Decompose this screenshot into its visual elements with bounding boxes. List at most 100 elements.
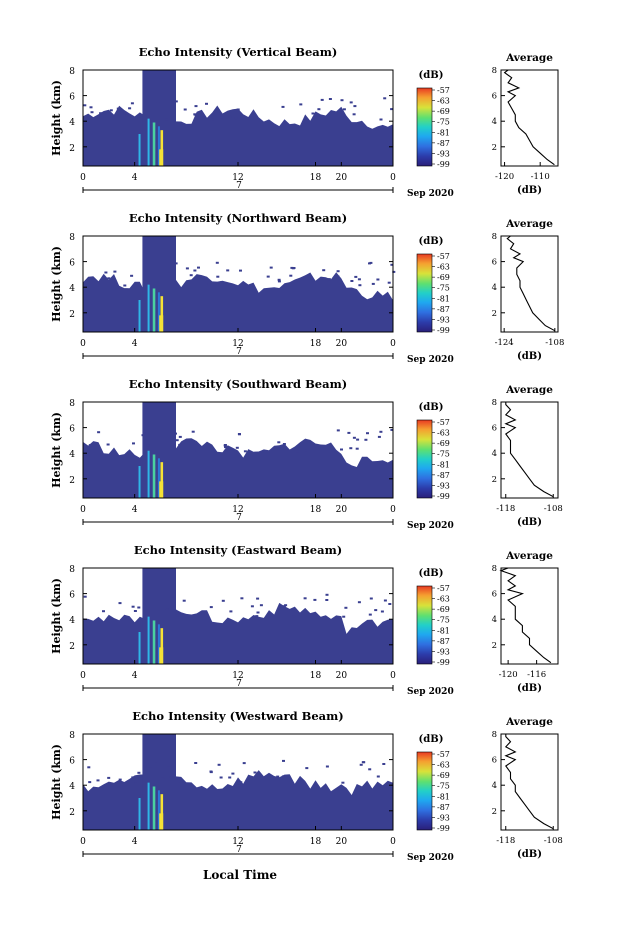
date-label: Sep 2020 [407, 189, 454, 199]
echo-speckle [83, 104, 87, 107]
y-tick-label: 6 [69, 93, 75, 103]
x-tick-label: 12 [232, 837, 243, 847]
echo-streak [160, 130, 164, 166]
echo-speckle [178, 613, 182, 616]
x-tick-label: 0 [390, 671, 396, 681]
x-tick-label: 0 [390, 505, 396, 515]
y-axis-label: Height (km) [50, 744, 63, 820]
echo-speckle [256, 597, 260, 600]
y-axis-label: Height (km) [50, 578, 63, 654]
colorbar-tick-label: -69 [437, 605, 450, 614]
x-tick-label: 4 [132, 837, 138, 847]
echo-speckle [209, 606, 213, 609]
echo-speckle [183, 108, 187, 111]
echo-speckle [277, 278, 281, 281]
colorbar-tick-label: -57 [437, 418, 450, 427]
avg-y-tick-label: 2 [492, 309, 497, 319]
colorbar-unit: (dB) [419, 70, 444, 81]
echo-speckle [390, 108, 394, 111]
echo-speckle [172, 595, 176, 598]
echo-speckle [88, 781, 92, 784]
echo-speckle [131, 776, 135, 779]
y-tick-label: 6 [69, 425, 75, 435]
echo-speckle [282, 605, 286, 608]
echo-speckle [379, 118, 383, 121]
panel-title: Echo Intensity (Northward Beam) [129, 211, 347, 225]
echo-speckle [236, 108, 240, 111]
avg-y-tick-label: 8 [492, 66, 497, 76]
avg-y-tick-label: 8 [492, 398, 497, 408]
avg-xlabel: (dB) [517, 683, 542, 694]
echo-speckle [143, 615, 147, 618]
echo-streak [160, 462, 164, 498]
echo-speckle [322, 269, 326, 272]
avg-profile-line [503, 69, 555, 166]
x-tick-label: 12 [232, 505, 243, 515]
echo-speckle [380, 610, 384, 613]
y-tick-label: 8 [69, 399, 75, 409]
echo-streak [147, 782, 150, 830]
echo-speckle [113, 270, 117, 273]
echo-streak [160, 794, 164, 830]
echo-speckle [276, 775, 280, 778]
y-tick-label: 8 [69, 67, 75, 77]
echo-speckle [299, 103, 303, 106]
colorbar-tick-label: -63 [437, 595, 450, 604]
colorbar-tick-label: -57 [437, 584, 450, 593]
echo-speckle [355, 447, 359, 450]
colorbar [416, 585, 433, 665]
echo-speckle [349, 447, 353, 450]
echo-speckle [234, 117, 238, 120]
colorbar [416, 253, 433, 333]
echo-speckle [325, 765, 329, 768]
echo-speckle [106, 443, 110, 446]
date-tick-label: 7 [236, 513, 242, 523]
echo-speckle [349, 101, 353, 104]
echo-speckle [217, 763, 221, 766]
echo-speckle [228, 115, 232, 118]
echo-speckle [137, 771, 141, 774]
colorbar-unit: (dB) [419, 402, 444, 413]
echo-core [159, 813, 164, 830]
echo-speckle [201, 613, 205, 616]
echo-speckle [340, 448, 343, 451]
avg-y-tick-label: 4 [492, 615, 497, 625]
echo-speckle [383, 599, 387, 602]
colorbar-tick-label: -69 [437, 771, 450, 780]
avg-x-tick-label: -108 [544, 504, 563, 514]
echo-speckle [168, 272, 171, 275]
avg-y-tick-label: 4 [492, 283, 497, 293]
echo-speckle [327, 278, 331, 281]
y-tick-label: 2 [69, 476, 75, 486]
panel-title: Echo Intensity (Southward Beam) [129, 377, 347, 391]
echo-streak [138, 300, 141, 332]
echo-speckle [215, 261, 219, 264]
y-tick-label: 4 [69, 284, 75, 294]
echo-speckle [178, 443, 182, 446]
echo-speckle [130, 274, 134, 277]
colorbar-tick-label: -87 [437, 637, 450, 646]
echo-speckle [368, 613, 372, 616]
y-axis-label: Height (km) [50, 80, 63, 156]
echo-speckle [336, 270, 340, 273]
y-tick-label: 4 [69, 616, 75, 626]
echo-speckle [376, 775, 380, 778]
echo-speckle [167, 766, 170, 769]
echo-speckle [340, 99, 344, 102]
echo-speckle [277, 441, 281, 444]
x-tick-label: 4 [132, 505, 138, 515]
avg-x-tick-label: -120 [495, 172, 514, 182]
x-tick-label: 18 [310, 837, 322, 847]
echo-streak [152, 288, 156, 332]
echo-speckle [292, 615, 296, 618]
colorbar-tick-label: -63 [437, 263, 450, 272]
echo-speckle [198, 445, 202, 448]
echo-streak [147, 450, 150, 498]
panel-2: Echo Intensity (Southward Beam) 2 4 6 8 Heigh… [50, 377, 563, 531]
colorbar-unit: (dB) [419, 236, 444, 247]
echo-speckle [191, 430, 195, 433]
echo-speckle [304, 449, 308, 452]
echo-streak [157, 458, 160, 498]
echo-speckle [87, 766, 91, 769]
